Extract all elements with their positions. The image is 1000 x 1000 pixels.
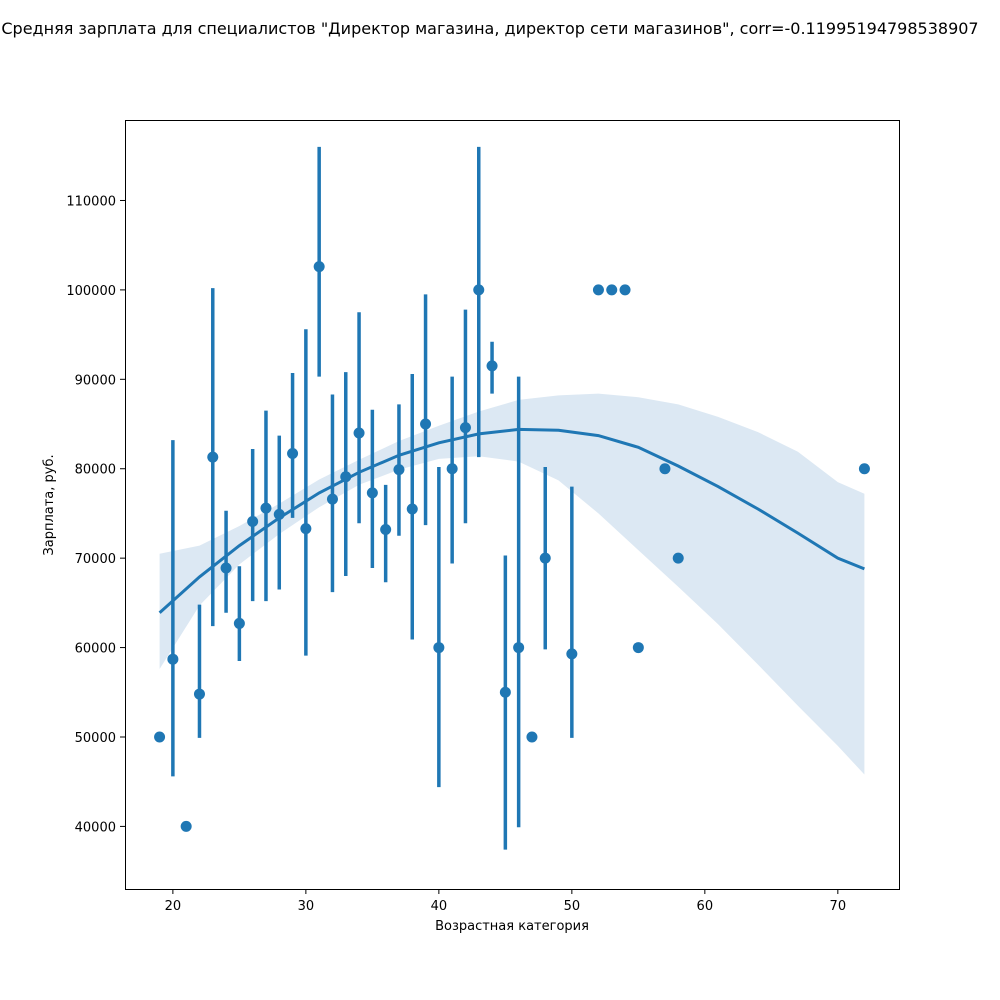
data-point bbox=[393, 464, 405, 476]
data-point bbox=[606, 284, 618, 296]
x-tick-label: 60 bbox=[697, 899, 714, 914]
y-axis-label: Зарплата, руб. bbox=[42, 454, 57, 555]
data-point bbox=[287, 448, 299, 460]
data-point bbox=[566, 648, 578, 660]
data-point bbox=[313, 261, 325, 273]
data-point bbox=[207, 451, 219, 463]
data-point bbox=[513, 642, 525, 654]
data-point bbox=[154, 731, 166, 743]
data-point bbox=[858, 463, 870, 475]
data-point bbox=[486, 360, 498, 372]
chart-title: Средняя зарплата для специалистов "Дирек… bbox=[1, 19, 978, 38]
data-point bbox=[353, 427, 365, 439]
data-point bbox=[300, 523, 312, 535]
y-tick-label: 110000 bbox=[66, 194, 116, 209]
data-point bbox=[446, 463, 458, 475]
data-point bbox=[273, 508, 285, 520]
confidence-band bbox=[159, 393, 865, 775]
y-tick-label: 80000 bbox=[75, 463, 116, 478]
data-point bbox=[539, 552, 551, 564]
data-point bbox=[326, 493, 338, 505]
data-point bbox=[659, 463, 671, 475]
data-point bbox=[592, 284, 604, 296]
data-point bbox=[459, 422, 471, 434]
data-point bbox=[499, 686, 511, 698]
x-tick-label: 50 bbox=[564, 899, 581, 914]
plot-frame bbox=[125, 120, 900, 890]
data-point bbox=[380, 524, 392, 536]
data-point bbox=[180, 820, 192, 832]
x-axis: 20 30 40 50 60 70 bbox=[165, 889, 846, 914]
y-tick-label: 90000 bbox=[75, 373, 116, 388]
x-tick-label: 40 bbox=[431, 899, 448, 914]
data-point bbox=[340, 471, 352, 483]
data-point bbox=[619, 284, 631, 296]
y-tick-label: 60000 bbox=[75, 642, 116, 657]
data-point bbox=[526, 731, 538, 743]
data-point bbox=[473, 284, 485, 296]
data-point bbox=[406, 503, 418, 515]
data-point bbox=[420, 418, 432, 430]
data-point bbox=[672, 552, 684, 564]
data-point bbox=[260, 502, 272, 514]
x-tick-label: 20 bbox=[165, 899, 182, 914]
confidence-band-layer bbox=[159, 393, 865, 775]
data-point bbox=[247, 515, 259, 527]
x-axis-label: Возрастная категория bbox=[435, 919, 589, 934]
x-tick-label: 30 bbox=[298, 899, 315, 914]
data-point bbox=[366, 487, 378, 499]
x-tick-label: 70 bbox=[830, 899, 847, 914]
y-tick-label: 70000 bbox=[75, 552, 116, 567]
y-axis: 40000 50000 60000 70000 80000 90000 100000 1100… bbox=[66, 194, 125, 835]
data-point bbox=[220, 562, 232, 574]
data-point-layer bbox=[154, 261, 870, 832]
data-point bbox=[433, 642, 445, 654]
data-point bbox=[167, 653, 179, 665]
y-tick-label: 100000 bbox=[66, 284, 116, 299]
y-tick-label: 50000 bbox=[75, 731, 116, 746]
data-point bbox=[632, 642, 644, 654]
data-point bbox=[193, 688, 205, 700]
y-tick-label: 40000 bbox=[75, 820, 116, 835]
data-point bbox=[233, 617, 245, 629]
